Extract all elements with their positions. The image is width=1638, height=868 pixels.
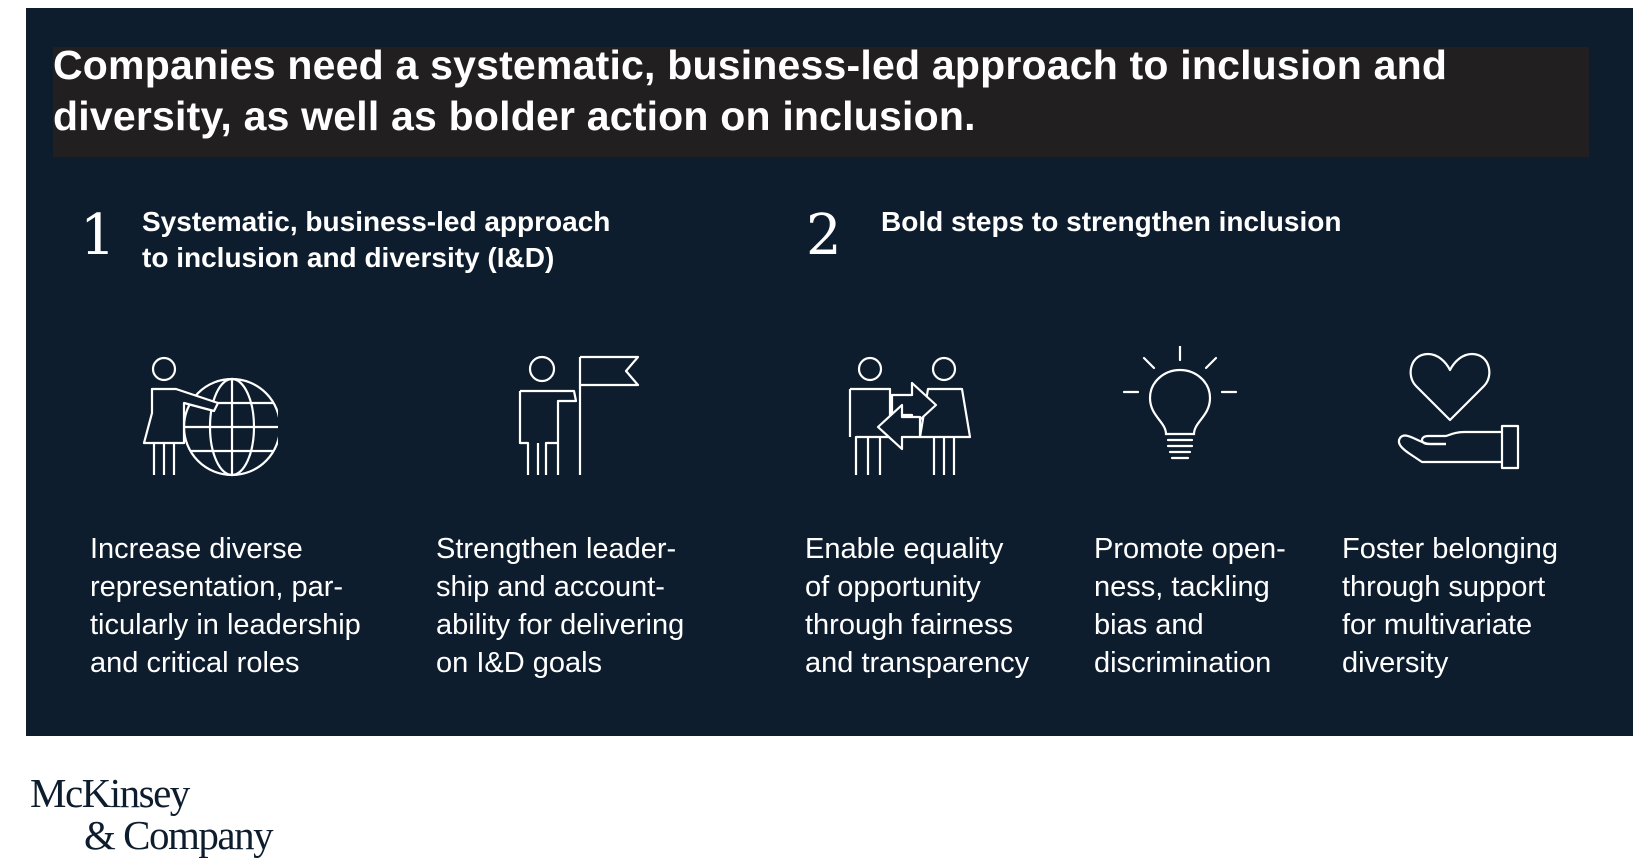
section-number-2: 2 bbox=[806, 203, 842, 268]
caption-belonging: Foster belonging through support for mul… bbox=[1342, 533, 1559, 679]
section-heading-1: Systematic, business-led approach to inc… bbox=[142, 206, 611, 273]
caption-equality: Enable equality of opportunity through f… bbox=[805, 533, 1030, 679]
caption-representation: Increase diverse representation, par- ti… bbox=[90, 533, 361, 679]
section-heading-2: Bold steps to strengthen inclusion bbox=[881, 206, 1342, 237]
heart-hand-icon bbox=[1394, 348, 1524, 478]
logo-line-1: McKinsey bbox=[30, 770, 190, 816]
person-globe-icon bbox=[138, 353, 278, 483]
section-number-1: 1 bbox=[80, 203, 116, 268]
page-title: Companies need a systematic, business-le… bbox=[53, 42, 1448, 139]
person-flag-icon bbox=[514, 353, 644, 483]
people-exchange-icon bbox=[846, 353, 976, 483]
logo-line-2: & Company bbox=[84, 812, 274, 858]
caption-openness: Promote open- ness, tackling bias and di… bbox=[1094, 533, 1286, 679]
infographic-panel: Companies need a systematic, business-le… bbox=[26, 8, 1633, 736]
title-band bbox=[53, 47, 1589, 157]
caption-leadership: Strengthen leader- ship and account- abi… bbox=[436, 533, 685, 679]
mckinsey-logo: McKinsey & Company bbox=[30, 770, 274, 858]
lightbulb-icon bbox=[1120, 346, 1250, 476]
